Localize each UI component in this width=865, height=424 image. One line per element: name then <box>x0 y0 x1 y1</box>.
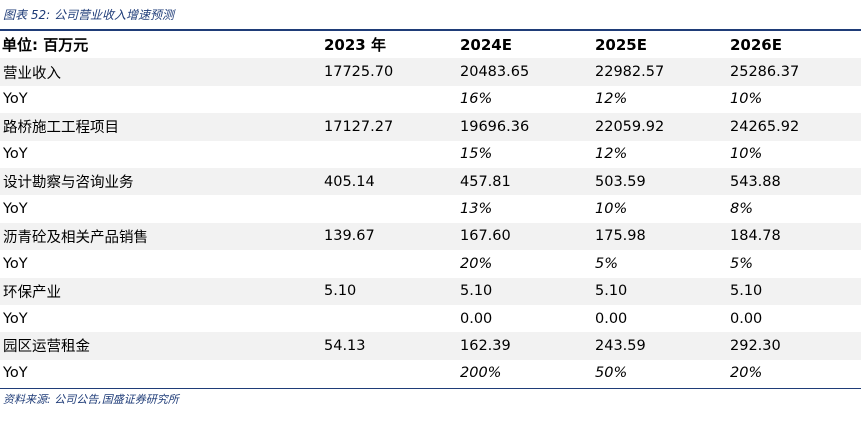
table-row: 沥青砼及相关产品销售 139.67 167.60 175.98 184.78 <box>0 222 861 251</box>
header-2023: 2023 年 <box>324 36 386 55</box>
row-value: 5.10 <box>728 277 861 305</box>
revenue-forecast-table: 单位: 百万元 2023 年 2024E 2025E 2026E 营业收入 177… <box>0 31 861 387</box>
row-value: 17127.27 <box>322 113 458 141</box>
row-value: 200% <box>460 365 502 382</box>
table-row: 营业收入 17725.70 20483.65 22982.57 25286.37 <box>0 58 861 86</box>
row-value <box>322 141 458 168</box>
row-value: 16% <box>460 91 493 108</box>
header-2025e: 2025E <box>595 35 647 54</box>
table-row: YoY 200% 50% 20% <box>0 360 861 387</box>
row-label: YoY <box>3 365 28 382</box>
row-value: 0.00 <box>460 310 493 327</box>
row-value: 175.98 <box>593 222 728 251</box>
figure-caption: 图表 52: 公司营业收入增速预测 <box>3 8 174 22</box>
row-value: 167.60 <box>458 222 593 251</box>
row-label: 营业收入 <box>0 58 322 86</box>
table-top-rule <box>0 29 861 31</box>
row-value: 457.81 <box>458 167 593 196</box>
row-value <box>322 305 458 332</box>
table-header-row: 单位: 百万元 2023 年 2024E 2025E 2026E <box>0 31 861 58</box>
header-unit: 单位: 百万元 <box>2 36 89 55</box>
table-row: 园区运营租金 54.13 162.39 243.59 292.30 <box>0 332 861 360</box>
row-value <box>322 250 458 277</box>
row-value: 0.00 <box>730 310 763 327</box>
row-label: YoY <box>3 255 28 272</box>
row-value: 162.39 <box>458 332 593 360</box>
table-row: YoY 0.00 0.00 0.00 <box>0 305 861 332</box>
table-bottom-rule <box>0 388 861 389</box>
row-value: 25286.37 <box>728 58 861 86</box>
row-value: 10% <box>730 146 763 163</box>
row-value: 184.78 <box>728 222 861 251</box>
row-value: 50% <box>595 365 628 382</box>
table-row: 环保产业 5.10 5.10 5.10 5.10 <box>0 277 861 305</box>
source-note: 资料来源: 公司公告,国盛证券研究所 <box>3 393 179 406</box>
row-value: 22059.92 <box>593 113 728 141</box>
table-row: 路桥施工工程项目 17127.27 19696.36 22059.92 24265.92 <box>0 113 861 141</box>
row-label: YoY <box>3 146 28 163</box>
row-value: 20% <box>460 255 493 272</box>
row-value: 17725.70 <box>322 58 458 86</box>
row-value: 19696.36 <box>458 113 593 141</box>
row-label: 设计勘察与咨询业务 <box>0 167 322 196</box>
row-value: 5% <box>730 255 754 272</box>
row-value: 243.59 <box>593 332 728 360</box>
header-2026e: 2026E <box>730 35 782 54</box>
row-value: 15% <box>460 146 493 163</box>
row-value: 5.10 <box>593 277 728 305</box>
row-value: 22982.57 <box>593 58 728 86</box>
row-value: 5.10 <box>322 277 458 305</box>
row-value: 54.13 <box>322 332 458 360</box>
row-label: YoY <box>3 310 28 327</box>
row-value: 5.10 <box>458 277 593 305</box>
row-value: 5% <box>595 255 619 272</box>
row-value: 543.88 <box>728 167 861 196</box>
row-value: 10% <box>730 91 763 108</box>
table-row: YoY 16% 12% 10% <box>0 86 861 113</box>
table-row: YoY 20% 5% 5% <box>0 250 861 277</box>
table-row: YoY 13% 10% 8% <box>0 195 861 222</box>
row-value: 8% <box>730 201 754 218</box>
row-value: 13% <box>460 201 493 218</box>
row-value: 139.67 <box>322 222 458 251</box>
row-label: 环保产业 <box>0 277 322 305</box>
row-value: 12% <box>595 146 628 163</box>
row-value <box>322 86 458 113</box>
row-value: 10% <box>595 201 628 218</box>
row-value: 292.30 <box>728 332 861 360</box>
row-value: 0.00 <box>595 310 628 327</box>
row-label: 园区运营租金 <box>0 332 322 360</box>
row-value: 24265.92 <box>728 113 861 141</box>
row-value: 12% <box>595 91 628 108</box>
row-label: YoY <box>3 201 28 218</box>
table-row: YoY 15% 12% 10% <box>0 141 861 168</box>
row-value: 20% <box>730 365 763 382</box>
table-row: 设计勘察与咨询业务 405.14 457.81 503.59 543.88 <box>0 167 861 196</box>
row-value: 405.14 <box>322 167 458 196</box>
row-value <box>322 360 458 387</box>
row-value: 503.59 <box>593 167 728 196</box>
header-2024e: 2024E <box>460 35 512 54</box>
row-value: 20483.65 <box>458 58 593 86</box>
row-label: YoY <box>3 91 28 108</box>
row-value <box>322 195 458 222</box>
row-label: 沥青砼及相关产品销售 <box>0 222 322 251</box>
row-label: 路桥施工工程项目 <box>0 113 322 141</box>
